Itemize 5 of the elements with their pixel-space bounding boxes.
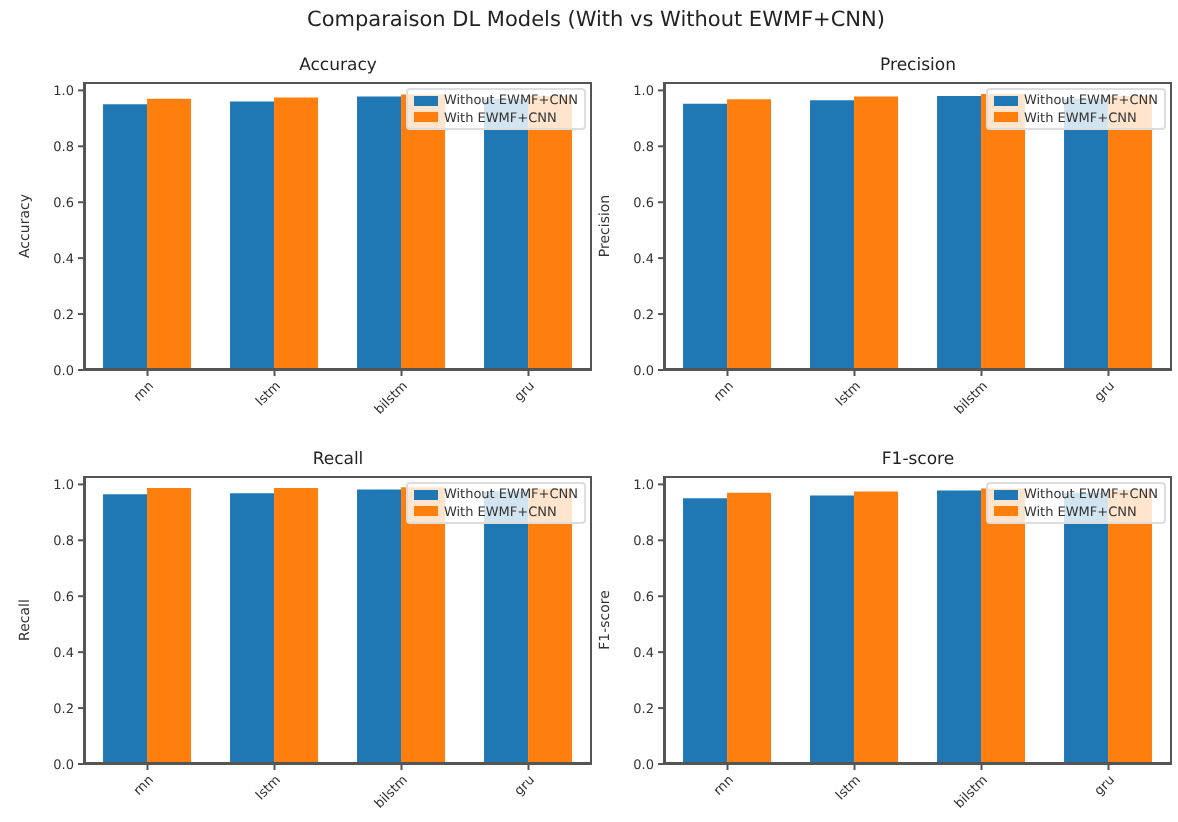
chart-title: Accuracy: [297, 56, 379, 76]
chart-title: Recall: [310, 450, 366, 470]
chart-title: Precision: [878, 56, 958, 76]
text: Comparaison DL Models (With vs Without EWMF+CNN): [305, 6, 887, 36]
chart-title: F1-score: [879, 450, 957, 470]
